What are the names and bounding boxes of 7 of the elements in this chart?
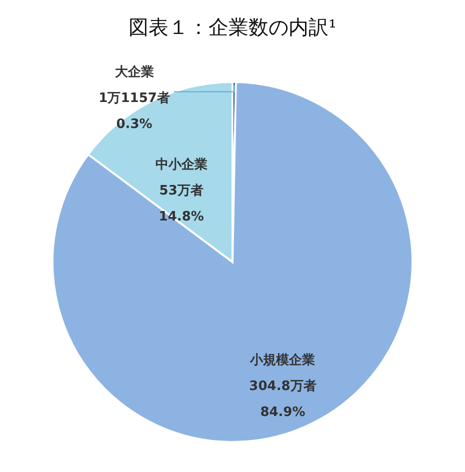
slice-label: 小規模企業 [249,352,316,368]
data-label: 1万1157者 0.3% [98,91,170,132]
data-label: 53万者 14.8% [158,184,204,225]
data-label: 304.8万者 84.9% [249,378,316,420]
slice-label: 中小企業 [155,158,208,173]
chart-title: 図表１：企業数の内訳¹ [128,15,337,39]
slice-label: 大企業 [114,65,154,80]
